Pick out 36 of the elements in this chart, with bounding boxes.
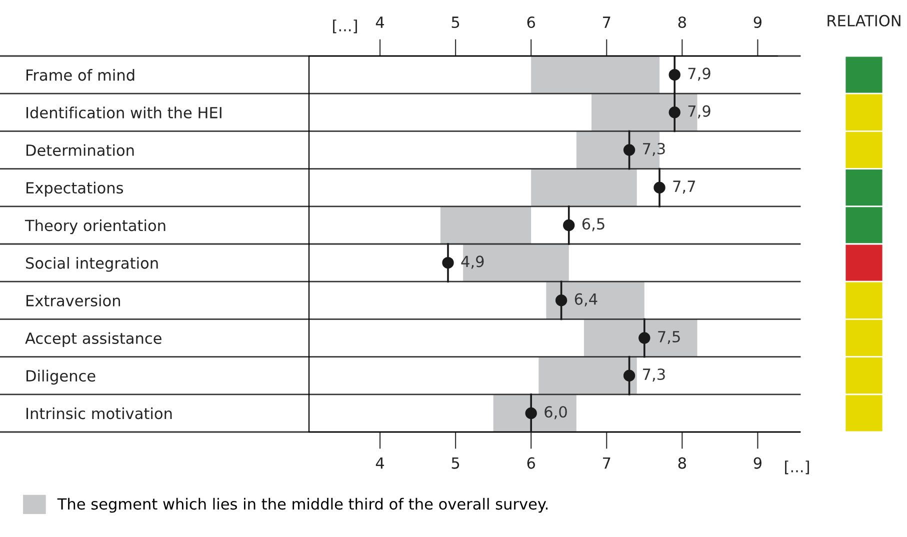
y-tick-label: Determination	[26, 144, 134, 156]
text: [...]	[333, 20, 357, 34]
text: [...]	[785, 460, 809, 474]
x2-tick-label: 5	[452, 457, 460, 469]
y-tick-label: Accept assistance	[25, 332, 162, 347]
x-tick-label: 5	[452, 16, 460, 28]
y-tick-label: Frame of mind	[26, 68, 134, 81]
y-tick-label: Extraversion	[26, 294, 120, 306]
x2-tick-label: 9	[754, 457, 762, 469]
y-tick-label: Theory orientation	[24, 219, 166, 234]
data-label: 7,9	[688, 105, 710, 118]
x-tick-label: 7	[603, 16, 610, 28]
x-tick-label: 4	[376, 16, 384, 28]
x-tick-label: 8	[678, 16, 686, 28]
data-label: 4,9	[461, 256, 484, 269]
x2-tick-label: 7	[603, 457, 610, 469]
x-tick-label: 6	[527, 16, 535, 28]
data-label: 6,0	[544, 406, 567, 420]
y-tick-label: Identification with the HEI	[26, 106, 222, 118]
data-label: 7,5	[658, 331, 680, 344]
data-label: 7,3	[643, 368, 665, 382]
x2-tick-label: 4	[376, 457, 384, 469]
y-tick-label: Social integration	[26, 256, 158, 272]
data-label: 6,4	[574, 293, 598, 306]
data-label: 7,7	[673, 180, 695, 194]
data-label: 7,9	[688, 68, 710, 81]
data-label: 7,3	[643, 142, 665, 156]
text: RELATION	[828, 14, 900, 26]
x-tick-label: 9	[754, 16, 762, 28]
x2-tick-label: 6	[527, 457, 535, 469]
x2-tick-label: 8	[678, 457, 686, 469]
y-tick-label: Expectations	[26, 182, 124, 197]
y-tick-label: Intrinsic motivation	[26, 407, 172, 420]
data-label: 6,5	[582, 218, 604, 232]
y-tick-label: Diligence	[26, 370, 96, 385]
legend-label: The segment which lies in the middle third of the overall survey.	[57, 498, 548, 513]
